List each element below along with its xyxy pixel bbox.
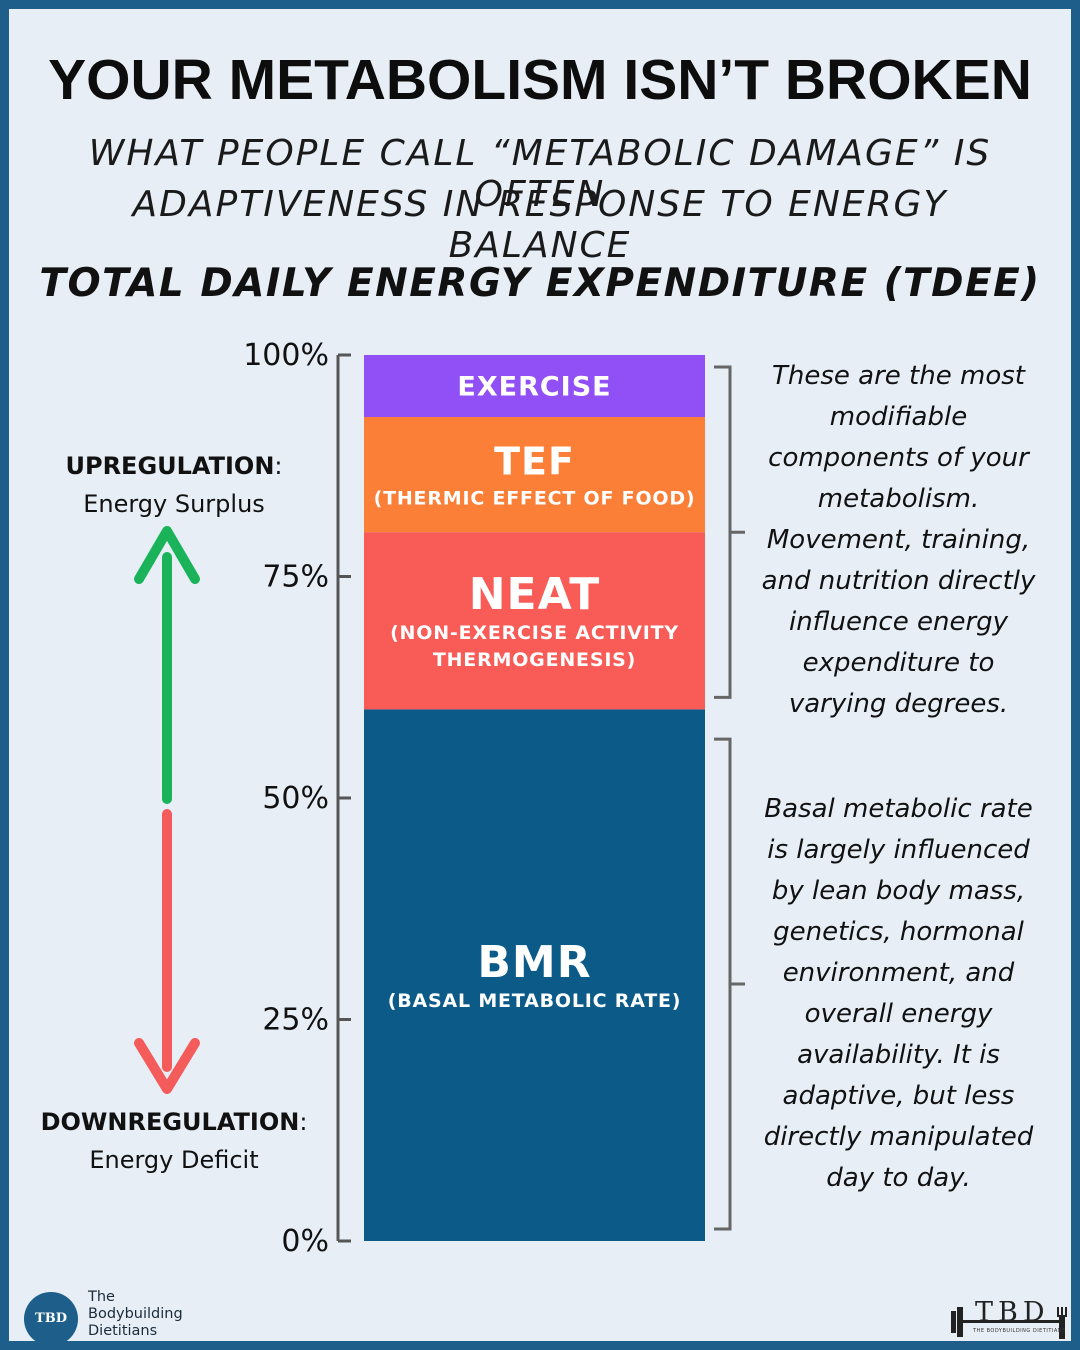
note-line: modifiable xyxy=(829,402,968,432)
note-basal-metabolic-rate: Basal metabolic rate is largely influence… xyxy=(761,789,1036,1199)
note-line: These are the most xyxy=(772,361,1025,391)
note-line: Movement, training, xyxy=(766,525,1031,555)
note-line: metabolism. xyxy=(817,484,980,514)
brand-name: The Bodybuilding Dietitians xyxy=(88,1289,183,1340)
y-tick-label: 100% xyxy=(243,338,329,373)
bar-segment-exercise xyxy=(364,355,705,418)
bracket xyxy=(714,737,745,1231)
bracket xyxy=(714,365,745,699)
note-line: overall energy xyxy=(804,999,993,1029)
segment-sublabel: (THERMIC EFFECT OF FOOD) xyxy=(374,487,696,509)
subtitle-line-1: WHAT PEOPLE CALL “METABOLIC DAMAGE” IS O… xyxy=(88,133,992,215)
tdee-chart: 0% 25% 50% 75% 100% BMR(BASAL METABOLIC RATE)… xyxy=(134,338,745,1259)
note-line: directly manipulated xyxy=(763,1122,1034,1152)
downregulation-text: Energy Deficit xyxy=(89,1146,259,1174)
segment-sublabel: (NON-EXERCISE ACTIVITY xyxy=(390,622,679,644)
note-line: environment, and xyxy=(782,958,1015,988)
y-tick-label: 0% xyxy=(281,1224,329,1259)
segment-label: BMR xyxy=(477,937,591,988)
note-line: influence energy xyxy=(788,607,1009,637)
note-line: expenditure to xyxy=(802,648,995,678)
brand-mark-text: TBD xyxy=(975,1297,1050,1328)
downregulation-annotation: DOWNREGULATION: Energy Deficit xyxy=(40,1108,308,1174)
brand-name-line: The xyxy=(88,1289,115,1305)
brand-logo-right: TBD THE BODYBUILDING DIETITIANS xyxy=(949,1297,1071,1341)
upregulation-label: UPREGULATION xyxy=(65,452,275,480)
downregulation-label: DOWNREGULATION xyxy=(40,1108,300,1136)
brand-name-line: Bodybuilding xyxy=(88,1306,183,1322)
note-line: availability. It is xyxy=(797,1040,1000,1070)
note-line: adaptive, but less xyxy=(782,1081,1015,1111)
segment-sublabel: (BASAL METABOLIC RATE) xyxy=(388,990,682,1012)
note-line: and nutrition directly xyxy=(761,566,1036,596)
note-line: day to day. xyxy=(826,1163,971,1193)
downregulation-arrow-head xyxy=(134,1038,200,1094)
y-tick-label: 75% xyxy=(262,560,329,595)
bar-segment-tef xyxy=(364,417,705,533)
bar-segment-neat xyxy=(364,532,705,710)
brand-logo-left: TBD The Bodybuilding Dietitians xyxy=(24,1289,184,1341)
upregulation-arrow-head xyxy=(134,526,200,584)
upregulation-annotation: UPREGULATION: Energy Surplus xyxy=(65,452,283,518)
brand-mark-subtext: THE BODYBUILDING DIETITIANS xyxy=(973,1328,1066,1334)
note-line: is largely influenced xyxy=(767,835,1030,865)
note-line: varying degrees. xyxy=(788,689,1009,719)
barbell-fork-icon xyxy=(951,1307,1067,1339)
note-line: genetics, hormonal xyxy=(773,917,1024,947)
segment-sublabel: THERMOGENESIS) xyxy=(433,649,636,671)
note-line: components of your xyxy=(768,443,1029,473)
subtitle-line-2: ADAPTIVENESS IN RESPONSE TO ENERGY BALAN… xyxy=(132,184,948,266)
segment-label: EXERCISE xyxy=(457,372,611,403)
upregulation-text: Energy Surplus xyxy=(83,490,265,518)
y-tick-label: 25% xyxy=(262,1003,329,1038)
brand-name-line: Dietitians xyxy=(88,1323,158,1339)
page-title: YOUR METABOLISM ISN’T BROKEN xyxy=(48,48,1032,112)
y-tick-label: 50% xyxy=(262,781,329,816)
segment-label: NEAT xyxy=(469,569,601,620)
bar-segment-bmr xyxy=(364,709,705,1241)
segment-label: TEF xyxy=(494,439,575,483)
note-line: Basal metabolic rate xyxy=(764,794,1033,824)
brand-badge-icon: TBD xyxy=(24,1292,78,1341)
note-line: by lean body mass, xyxy=(771,876,1026,906)
note-modifiable-components: These are the most modifiable components o… xyxy=(761,356,1036,725)
chart-title: TOTAL DAILY ENERGY EXPENDITURE (TDEE) xyxy=(39,261,1041,306)
